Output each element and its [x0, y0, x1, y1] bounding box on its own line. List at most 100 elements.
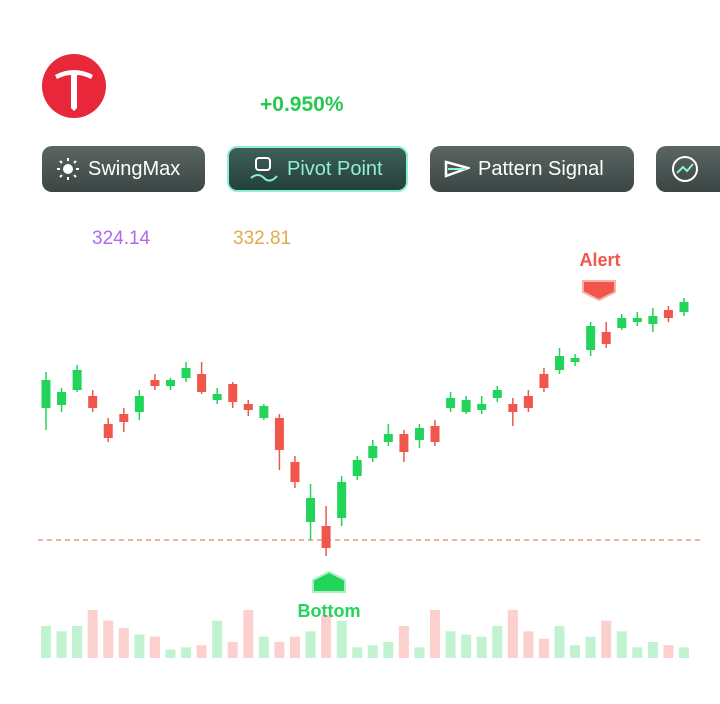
tab[interactable]: Pivot Point	[227, 146, 408, 192]
volume-bar	[632, 647, 643, 658]
candle-body	[103, 424, 113, 438]
tab[interactable]	[656, 146, 720, 192]
candle-body	[119, 414, 129, 422]
candle-body	[477, 404, 487, 410]
candle-body	[134, 396, 144, 412]
volume-bar	[196, 645, 207, 658]
volume-bar	[383, 642, 394, 658]
volume-bar	[414, 647, 425, 658]
volume-bar	[507, 610, 518, 658]
candle-body	[306, 498, 316, 522]
tab-label: Pivot Point	[287, 157, 383, 180]
volume-bar	[41, 626, 51, 658]
volume-bar	[461, 634, 472, 658]
volume-bar	[87, 610, 98, 658]
volume-bar	[181, 647, 192, 658]
volume-bar	[165, 649, 176, 658]
candle-body	[88, 396, 98, 408]
candle-body	[259, 406, 269, 418]
volume-bar	[149, 636, 160, 658]
volume-bar	[445, 631, 456, 658]
candle-body	[212, 394, 222, 400]
candle-body	[663, 310, 673, 318]
volume-bar	[398, 626, 409, 658]
candle-body	[492, 390, 502, 398]
tesla-logo	[42, 54, 106, 118]
volume-bar	[336, 620, 347, 658]
volume-bar	[118, 628, 129, 658]
volume-bar	[289, 636, 300, 658]
volume-bar	[616, 631, 627, 658]
candle-body	[337, 482, 347, 518]
candle-body	[648, 316, 658, 324]
volume-bar	[476, 636, 487, 658]
volume-bar	[663, 645, 674, 658]
candle-body	[165, 380, 175, 386]
volume-bar	[103, 620, 114, 658]
candle-body	[321, 526, 331, 548]
candle-body	[57, 392, 67, 405]
volume-bar	[134, 634, 145, 658]
volume-bar	[585, 636, 596, 658]
volume-bar	[274, 642, 285, 658]
bottom-label: Bottom	[298, 601, 361, 621]
candle-body	[555, 356, 565, 370]
alert-marker	[582, 280, 616, 302]
change: +0.950%	[260, 93, 344, 116]
volume-bar	[554, 626, 565, 658]
candle-body	[150, 380, 160, 386]
candle-body	[383, 434, 393, 442]
tab[interactable]: Pattern Signal	[430, 146, 634, 192]
volume-bar	[570, 645, 581, 658]
alert-label: Alert	[579, 250, 620, 270]
candle-body	[181, 368, 191, 378]
candle-body	[632, 318, 642, 322]
volume-bar	[492, 626, 503, 658]
tab-label: Pattern Signal	[478, 157, 604, 180]
candle-body	[570, 358, 580, 362]
candle-body	[601, 332, 611, 344]
volume-bar	[523, 631, 534, 658]
candle-body	[274, 418, 284, 450]
candle-body	[414, 428, 424, 440]
candle-body	[446, 398, 456, 408]
volume-bar	[212, 620, 223, 658]
candle-body	[197, 374, 207, 392]
candle-body	[508, 404, 518, 412]
volume-bar	[538, 638, 549, 658]
candle-body	[399, 434, 409, 452]
volume-bar	[227, 642, 238, 658]
indicator-value: 332.81	[233, 228, 292, 249]
volume-bar	[56, 631, 67, 658]
volume-bar	[258, 636, 269, 658]
volume-bar	[305, 631, 316, 658]
volume-bar	[647, 642, 658, 658]
candle-body	[41, 380, 51, 408]
volume-bar	[679, 647, 689, 658]
candle-body	[430, 426, 440, 442]
candle-body	[617, 318, 627, 328]
candle-body	[368, 446, 378, 458]
icon	[57, 158, 79, 180]
volume-bar	[243, 610, 254, 658]
volume-bar	[321, 615, 332, 658]
bottom-marker	[312, 570, 346, 593]
tab-label: SwingMax	[88, 157, 181, 180]
volume-bar	[601, 620, 612, 658]
candle-body	[352, 460, 362, 476]
candle-body	[586, 326, 596, 350]
candle-body	[679, 302, 689, 312]
volume-bar	[72, 626, 83, 658]
candle-body	[523, 396, 533, 408]
icon	[444, 160, 470, 178]
candle-body	[228, 384, 238, 402]
icon	[250, 157, 278, 182]
candle-body	[539, 374, 549, 388]
volume-bar	[352, 647, 363, 658]
indicator-value: 324.14	[92, 228, 151, 249]
candle-body	[461, 400, 471, 412]
candle-body	[243, 404, 253, 410]
tab[interactable]: SwingMax	[42, 146, 205, 192]
